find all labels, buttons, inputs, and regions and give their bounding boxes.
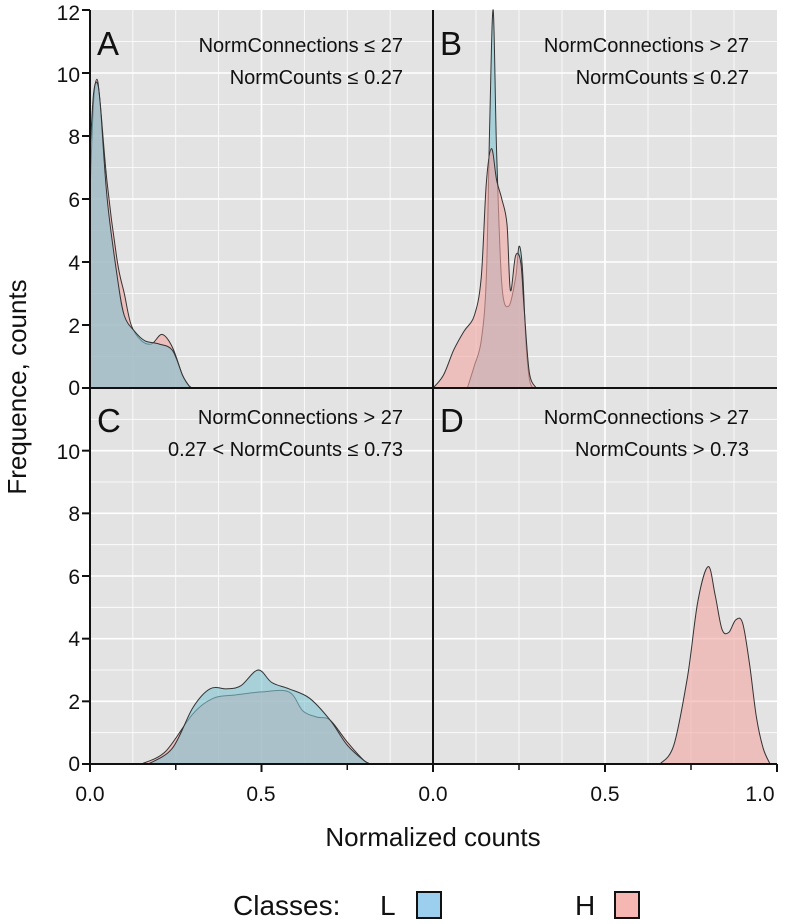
legend-label-L: L — [380, 890, 396, 921]
legend: Classes: L H — [233, 890, 640, 921]
panel-C-letter: C — [97, 402, 121, 439]
panel-D-H-density — [659, 566, 771, 765]
x-tick-label: 0.5 — [590, 783, 619, 806]
panel-C-L-density — [146, 669, 372, 765]
x-tick-labels: 0.0 0.5 0.0 0.5 1.0 — [75, 783, 774, 806]
y-axis-title: Frequence, counts — [2, 279, 32, 494]
panel-A-L-density — [89, 81, 194, 389]
panel-B-letter: B — [440, 25, 462, 62]
y-tick-labels-bottom: 0 2 4 6 8 10 — [57, 441, 81, 776]
panel-A-condition-2: NormCounts ≤ 0.27 — [230, 67, 403, 89]
y-tick-label: 6 — [68, 189, 80, 212]
y-tick-labels-top: 0 2 4 6 8 10 12 — [57, 2, 81, 400]
panel-B-condition-1: NormConnections > 27 — [544, 35, 749, 57]
y-tick-label: 4 — [68, 252, 80, 275]
legend-swatch-L — [416, 891, 442, 919]
y-tick-label: 0 — [68, 753, 80, 776]
x-tick-label: 0.0 — [75, 783, 104, 806]
y-tick-label: 10 — [57, 441, 80, 464]
y-tick-label: 8 — [68, 126, 80, 149]
legend-swatch-H — [614, 891, 640, 919]
x-tick-label: 0.5 — [246, 783, 275, 806]
y-tick-label: 10 — [57, 64, 80, 87]
legend-label-H: H — [575, 890, 595, 921]
panel-D-condition-1: NormConnections > 27 — [544, 407, 749, 429]
y-tick-label: 2 — [68, 315, 80, 338]
y-tick-label: 8 — [68, 503, 80, 526]
panel-A-condition-1: NormConnections ≤ 27 — [199, 35, 403, 57]
panel-D-condition-2: NormCounts > 0.73 — [575, 439, 749, 461]
y-tick-label: 6 — [68, 566, 80, 589]
panel-A-letter: A — [97, 25, 119, 62]
y-tick-label: 4 — [68, 628, 80, 651]
legend-title: Classes: — [233, 890, 340, 921]
panel-conditions: NormConnections ≤ 27 NormCounts ≤ 0.27 N… — [168, 35, 749, 461]
y-tick-label: 2 — [68, 691, 80, 714]
y-tick-label: 0 — [68, 377, 80, 400]
panel-B-H-density — [431, 148, 537, 389]
x-tick-label: 0.0 — [418, 783, 447, 806]
x-tick-label: 1.0 — [745, 783, 774, 806]
density-areas — [89, 9, 771, 765]
panel-B-condition-2: NormCounts ≤ 0.27 — [576, 67, 749, 89]
panel-D-letter: D — [440, 402, 464, 439]
panel-C-condition-2: 0.27 < NormCounts ≤ 0.73 — [168, 439, 403, 461]
axis-ticks — [82, 9, 778, 772]
grid-lines — [90, 10, 777, 764]
panel-C-condition-1: NormConnections > 27 — [198, 407, 403, 429]
y-tick-label: 12 — [57, 2, 80, 25]
x-axis-title: Normalized counts — [325, 822, 540, 852]
